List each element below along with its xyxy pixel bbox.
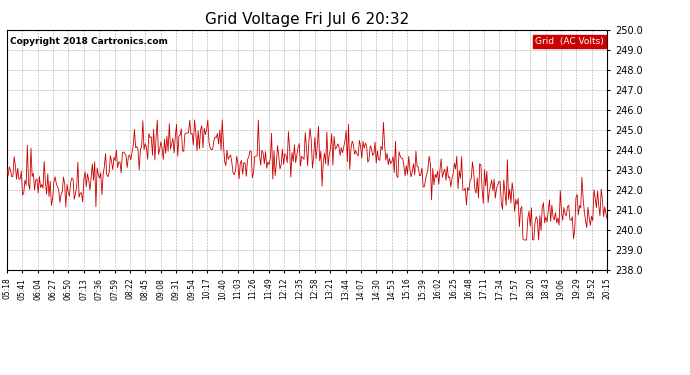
Text: Copyright 2018 Cartronics.com: Copyright 2018 Cartronics.com [10, 37, 168, 46]
Title: Grid Voltage Fri Jul 6 20:32: Grid Voltage Fri Jul 6 20:32 [205, 12, 409, 27]
Text: Grid  (AC Volts): Grid (AC Volts) [535, 37, 604, 46]
